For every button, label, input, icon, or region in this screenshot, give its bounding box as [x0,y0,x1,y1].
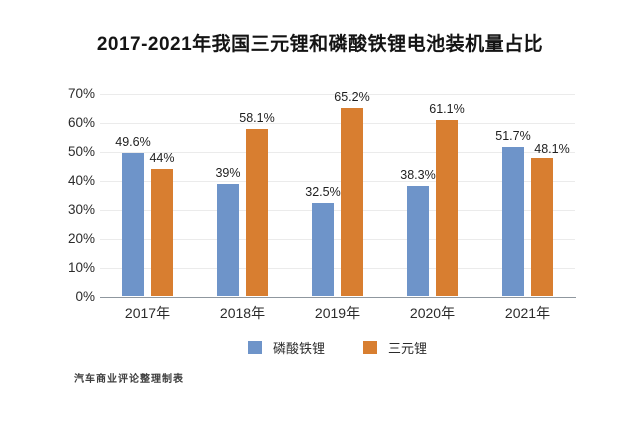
gridline-40% [100,181,575,182]
bar-value-label-lfp-2019年: 32.5% [305,184,341,199]
bar-lfp-2021年 [502,147,524,296]
bar-value-label-ternary-2020年: 61.1% [429,101,465,116]
gridline-60% [100,123,575,124]
x-tick-label: 2019年 [314,305,361,321]
y-tick-label: 60% [67,115,95,130]
y-tick-label: 10% [67,260,95,275]
bar-value-label-ternary-2021年: 48.1% [534,141,570,156]
legend-label-lfp: 磷酸铁锂 [272,341,325,356]
bar-value-label-lfp-2020年: 38.3% [400,167,436,182]
bar-value-label-ternary-2018年: 58.1% [239,110,275,125]
y-tick-label: 0% [75,289,95,304]
y-tick-label: 20% [67,231,95,246]
legend-item-lfp: 磷酸铁锂 [247,338,325,357]
bar-value-label-lfp-2017年: 49.6% [115,135,151,150]
bar-value-label-ternary-2017年: 44% [149,151,175,166]
gridline-10% [100,268,575,269]
x-axis-line [100,297,576,298]
bar-value-label-ternary-2019年: 65.2% [334,89,370,104]
bar-lfp-2018年 [217,183,239,296]
gridline-30% [100,210,575,211]
bar-value-label-lfp-2021年: 51.7% [495,129,531,144]
x-tick-label: 2017年 [124,305,171,321]
gridline-50% [100,152,575,153]
legend-label-ternary: 三元锂 [388,341,428,356]
x-tick-label: 2021年 [504,305,551,321]
bar-ternary-2018年 [246,128,268,296]
x-tick-label: 2018年 [219,305,266,321]
legend-swatch-ternary-icon [363,341,377,354]
bar-ternary-2020年 [436,119,458,296]
x-tick-label: 2020年 [409,305,456,321]
y-tick-label: 70% [67,86,95,101]
legend: 磷酸铁锂 三元锂 [100,338,575,357]
legend-item-ternary: 三元锂 [363,338,427,357]
chart-title: 2017-2021年我国三元锂和磷酸铁锂电池装机量占比 [96,34,544,55]
bar-lfp-2020年 [407,185,429,296]
bar-lfp-2019年 [312,202,334,296]
legend-swatch-lfp-icon [247,341,262,354]
bar-ternary-2017年 [151,169,173,296]
y-tick-label: 40% [67,173,95,188]
bar-value-label-lfp-2018年: 39% [215,165,241,180]
gridline-20% [100,239,575,240]
bar-lfp-2017年 [122,153,144,296]
y-tick-label: 30% [67,202,95,217]
bar-ternary-2021年 [531,157,553,296]
watermark: 汽车商业评论整理制表 [74,374,184,385]
gridline-70% [100,94,575,95]
y-tick-label: 50% [67,144,95,159]
bar-ternary-2019年 [341,107,363,296]
